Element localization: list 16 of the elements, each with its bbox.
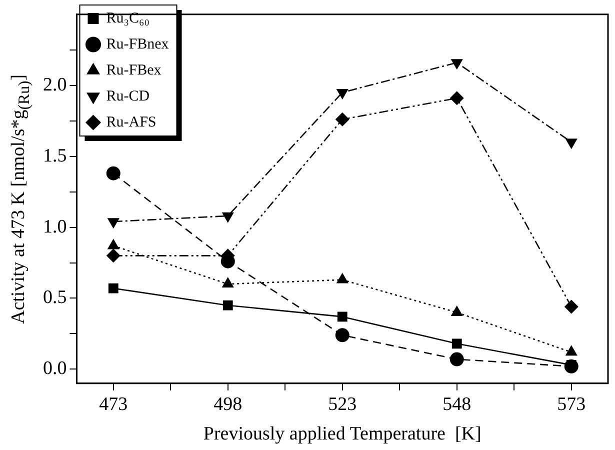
x-tick-label: 498 — [214, 394, 242, 415]
x-axis-title: Previously applied Temperature [K] — [203, 424, 482, 445]
y-tick-label: 2.0 — [43, 74, 67, 96]
x-tick-label: 523 — [328, 394, 357, 415]
x-tick-label: 473 — [99, 394, 128, 415]
legend-label: Ru-FBex — [106, 62, 162, 78]
legend-label: Ru-CD — [106, 88, 150, 104]
legend-label: Ru-FBnex — [106, 36, 170, 52]
x-tick-label: 548 — [442, 394, 472, 415]
legend-label: Ru₃C₆₀ — [106, 10, 150, 26]
legend-label: Ru-AFS — [106, 114, 156, 130]
y-tick-label: 1.0 — [43, 216, 67, 238]
y-tick-label: 0.0 — [43, 358, 67, 380]
y-tick-label: 0.5 — [43, 287, 67, 308]
x-tick-label: 573 — [557, 394, 586, 415]
y-tick-label: 1.5 — [43, 145, 67, 166]
